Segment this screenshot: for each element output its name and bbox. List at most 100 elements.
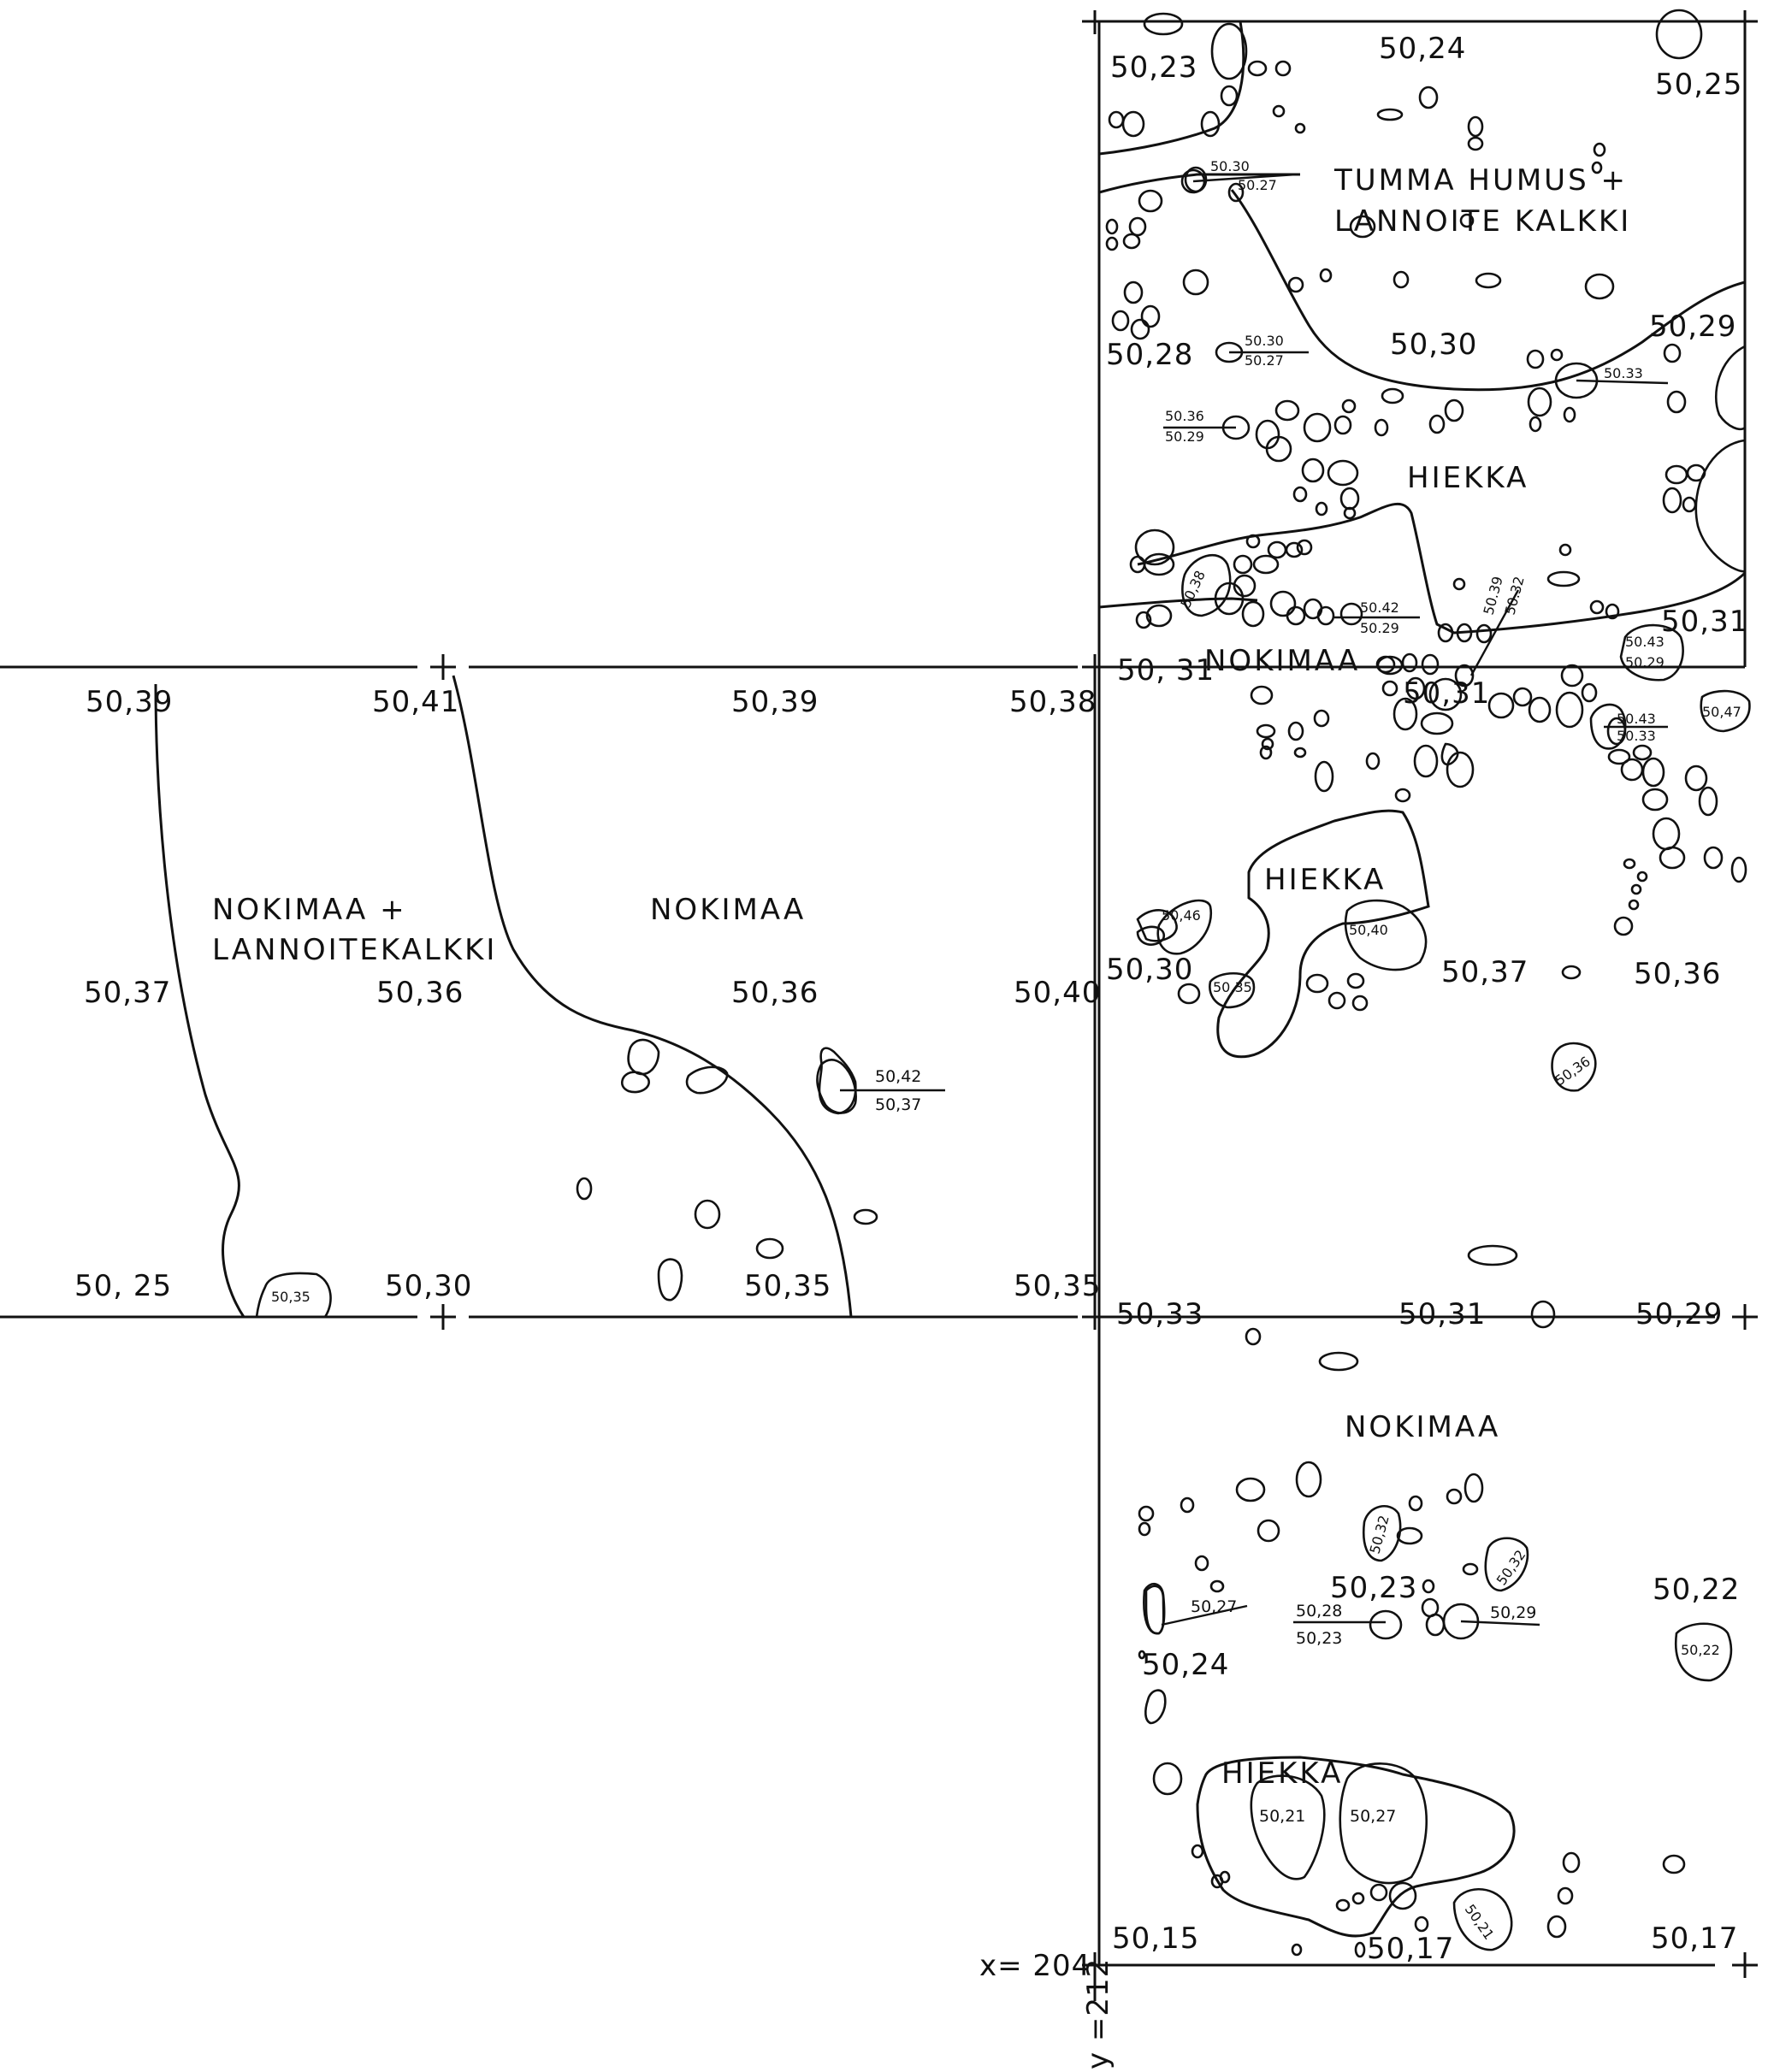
stone [1562,1851,1581,1874]
elevation-label: 50,23 [1110,50,1197,85]
stone [1256,723,1276,739]
stone [1252,554,1280,575]
elevation-label: 50,23 [1330,1571,1417,1605]
stone-reading: 50.30 [1210,158,1250,174]
stone-reading: 50,27 [1350,1807,1396,1826]
stone [1351,1892,1365,1905]
stone [1605,603,1620,620]
stone [1233,554,1253,575]
stone [1475,623,1493,644]
stone [1652,817,1681,851]
stone [1200,110,1221,138]
stone [1529,416,1542,433]
stone [1662,487,1682,514]
stone-outline [1589,703,1627,750]
stone [1369,1609,1403,1640]
stone-reading: 50.33 [1617,728,1656,744]
stone [1467,115,1484,138]
stone [1613,916,1634,936]
stone [1267,540,1287,559]
soil-boundaries [154,21,1747,1938]
elevation-label: 50,36 [1634,957,1721,991]
stone [1463,1473,1484,1503]
stone [1628,899,1640,911]
stone [1487,692,1515,719]
stone-outline [1339,1762,1428,1885]
stone [1550,348,1564,362]
stone-reading: 50,32 [1493,1547,1529,1588]
stone [1245,1327,1262,1346]
stone [1123,280,1144,304]
stone [853,1208,878,1225]
cross-marker [1082,1952,1108,1978]
stone [755,1237,784,1260]
area-label: TUMMA HUMUS + [1333,163,1628,198]
stone-group [1136,909,1178,942]
elevation-label: 50,39 [731,685,819,719]
stone [1467,1244,1518,1266]
area-labels: NOKIMAA + LANNOITEKALKKI NOKIMAA TUMMA H… [212,163,1629,1791]
stone [1620,758,1644,782]
boundary-line-left [154,683,245,1318]
stone-reading: 50,47 [1702,704,1741,720]
stone-outline [255,1272,332,1319]
stone [1374,418,1389,437]
stone [1462,1562,1479,1576]
grid-crosses [430,10,1758,2001]
elevation-label: 50,30 [1390,328,1477,362]
stone [1393,697,1418,731]
stone [1129,555,1146,574]
stone [1641,788,1669,812]
stone [1295,1461,1322,1498]
stone-reading: 50,23 [1296,1629,1342,1648]
elevation-label: 50,24 [1379,32,1466,66]
stone [1316,605,1335,626]
stone [1245,534,1261,549]
stone [1376,108,1404,121]
stone [1287,276,1304,293]
stone [1730,856,1747,883]
stone [1315,501,1328,517]
stone [1296,539,1313,556]
stone [1294,122,1306,134]
stone [1558,543,1572,557]
area-label: NOKIMAA + [212,893,407,927]
stone [1194,1555,1209,1572]
stone [1313,709,1330,728]
stone [1526,349,1545,369]
stone-reading: 50.30 [1245,333,1284,349]
stone [1272,104,1286,118]
stone [1259,745,1273,760]
stone [1703,846,1724,870]
stone [1665,464,1688,485]
cross-marker [1082,1304,1108,1330]
stone [1351,995,1369,1012]
elevation-label: 50,37 [1441,955,1529,989]
elevation-label: 50,36 [376,976,464,1010]
area-label: NOKIMAA [1204,644,1360,678]
stone [1250,685,1274,705]
stone [1333,415,1352,435]
stone [1140,304,1161,328]
stone [1591,161,1603,174]
stone-outline [1209,972,1256,1009]
stone-reading: 50.35 [1213,979,1252,995]
reading-line [1469,589,1520,676]
stone-outline [1143,1583,1166,1635]
area-label: LANNOITEKALKKI [212,933,497,967]
stone [1666,390,1687,414]
reading-line [1161,1604,1248,1626]
stone [1401,652,1418,673]
stone-outline [1674,1622,1733,1682]
elevation-label: 50,28 [1106,338,1193,372]
boundary-line-hiekka-top [1137,503,1747,635]
stone [1636,871,1648,883]
stone-outline [1452,1887,1513,1951]
stone [1698,786,1718,817]
area-label: NOKIMAA [650,893,806,927]
stone-reading: 50.27 [1238,177,1277,193]
stone [627,1038,660,1076]
elevation-label: 50,22 [1653,1573,1740,1607]
stone [1418,86,1439,109]
